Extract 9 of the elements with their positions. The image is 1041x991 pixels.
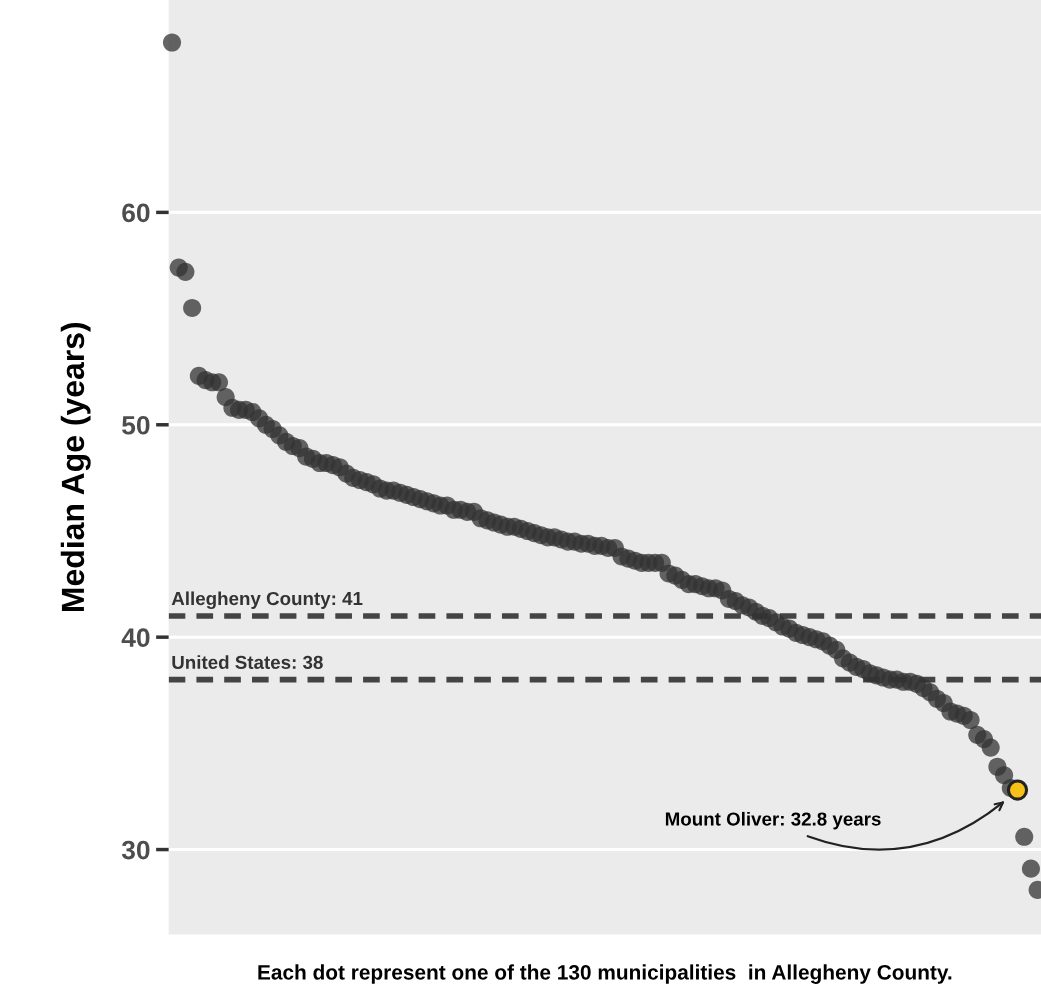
ref-line-label: Allegheny County: 41: [171, 591, 363, 609]
y-tick-label: 40: [121, 628, 150, 647]
x-axis-title: Each dot represent one of the 130 municipalities in Allegheny County.: [258, 964, 952, 984]
y-tick-label: 50: [122, 415, 150, 435]
y-tick-label: 30: [121, 840, 150, 860]
y-axis-title: Median Age (years): [60, 322, 91, 611]
ref-line-label: United States: 38: [172, 655, 323, 670]
y-tick-label: 60: [122, 203, 150, 223]
annotation: Mount Oliver: 32.8 years: [665, 811, 881, 830]
